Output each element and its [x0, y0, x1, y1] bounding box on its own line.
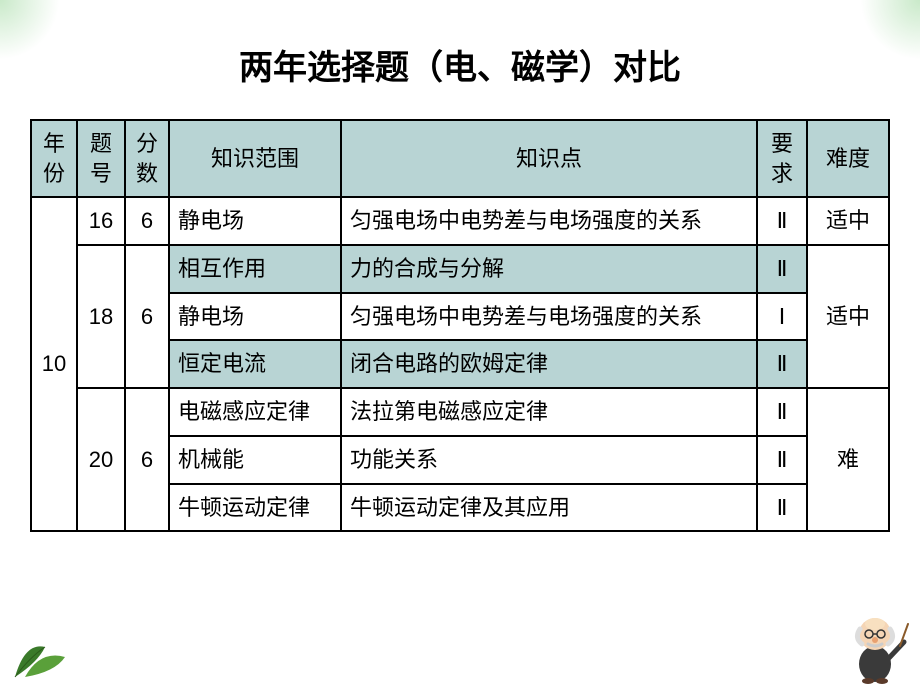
table-row: 18 6 相互作用 力的合成与分解 Ⅱ 适中 — [31, 245, 889, 293]
cell-req: Ⅱ — [757, 340, 807, 388]
professor-icon — [840, 604, 910, 684]
cell-point: 牛顿运动定律及其应用 — [341, 484, 757, 532]
cell-qnum: 20 — [77, 388, 125, 531]
cell-req: Ⅱ — [757, 197, 807, 245]
cell-scope: 静电场 — [169, 197, 341, 245]
cell-point: 法拉第电磁感应定律 — [341, 388, 757, 436]
cell-qnum: 16 — [77, 197, 125, 245]
cell-diff: 难 — [807, 388, 889, 531]
cell-scope: 牛顿运动定律 — [169, 484, 341, 532]
leaf-icon — [10, 632, 80, 682]
cell-req: Ⅱ — [757, 436, 807, 484]
col-scope: 知识范围 — [169, 120, 341, 197]
comparison-table: 年份 题号 分数 知识范围 知识点 要求 难度 10 16 6 静电场 匀强电场… — [30, 119, 890, 532]
cell-scope: 恒定电流 — [169, 340, 341, 388]
col-point: 知识点 — [341, 120, 757, 197]
cell-point: 闭合电路的欧姆定律 — [341, 340, 757, 388]
table-row: 20 6 电磁感应定律 法拉第电磁感应定律 Ⅱ 难 — [31, 388, 889, 436]
cell-diff: 适中 — [807, 245, 889, 388]
cell-scope: 静电场 — [169, 293, 341, 341]
col-qnum: 题号 — [77, 120, 125, 197]
table-header-row: 年份 题号 分数 知识范围 知识点 要求 难度 — [31, 120, 889, 197]
col-req: 要求 — [757, 120, 807, 197]
cell-req: Ⅱ — [757, 484, 807, 532]
cell-req: Ⅰ — [757, 293, 807, 341]
comparison-table-wrap: 年份 题号 分数 知识范围 知识点 要求 难度 10 16 6 静电场 匀强电场… — [30, 119, 890, 532]
cell-point: 匀强电场中电势差与电场强度的关系 — [341, 197, 757, 245]
cell-req: Ⅱ — [757, 245, 807, 293]
col-year: 年份 — [31, 120, 77, 197]
cell-scope: 机械能 — [169, 436, 341, 484]
table-row: 10 16 6 静电场 匀强电场中电势差与电场强度的关系 Ⅱ 适中 — [31, 197, 889, 245]
cell-req: Ⅱ — [757, 388, 807, 436]
page-title: 两年选择题（电、磁学）对比 — [0, 0, 920, 119]
cell-point: 匀强电场中电势差与电场强度的关系 — [341, 293, 757, 341]
cell-score: 6 — [125, 388, 169, 531]
cell-point: 力的合成与分解 — [341, 245, 757, 293]
cell-scope: 相互作用 — [169, 245, 341, 293]
col-score: 分数 — [125, 120, 169, 197]
cell-point: 功能关系 — [341, 436, 757, 484]
col-diff: 难度 — [807, 120, 889, 197]
cell-score: 6 — [125, 197, 169, 245]
cell-diff: 适中 — [807, 197, 889, 245]
cell-year: 10 — [31, 197, 77, 531]
cell-qnum: 18 — [77, 245, 125, 388]
cell-score: 6 — [125, 245, 169, 388]
cell-scope: 电磁感应定律 — [169, 388, 341, 436]
